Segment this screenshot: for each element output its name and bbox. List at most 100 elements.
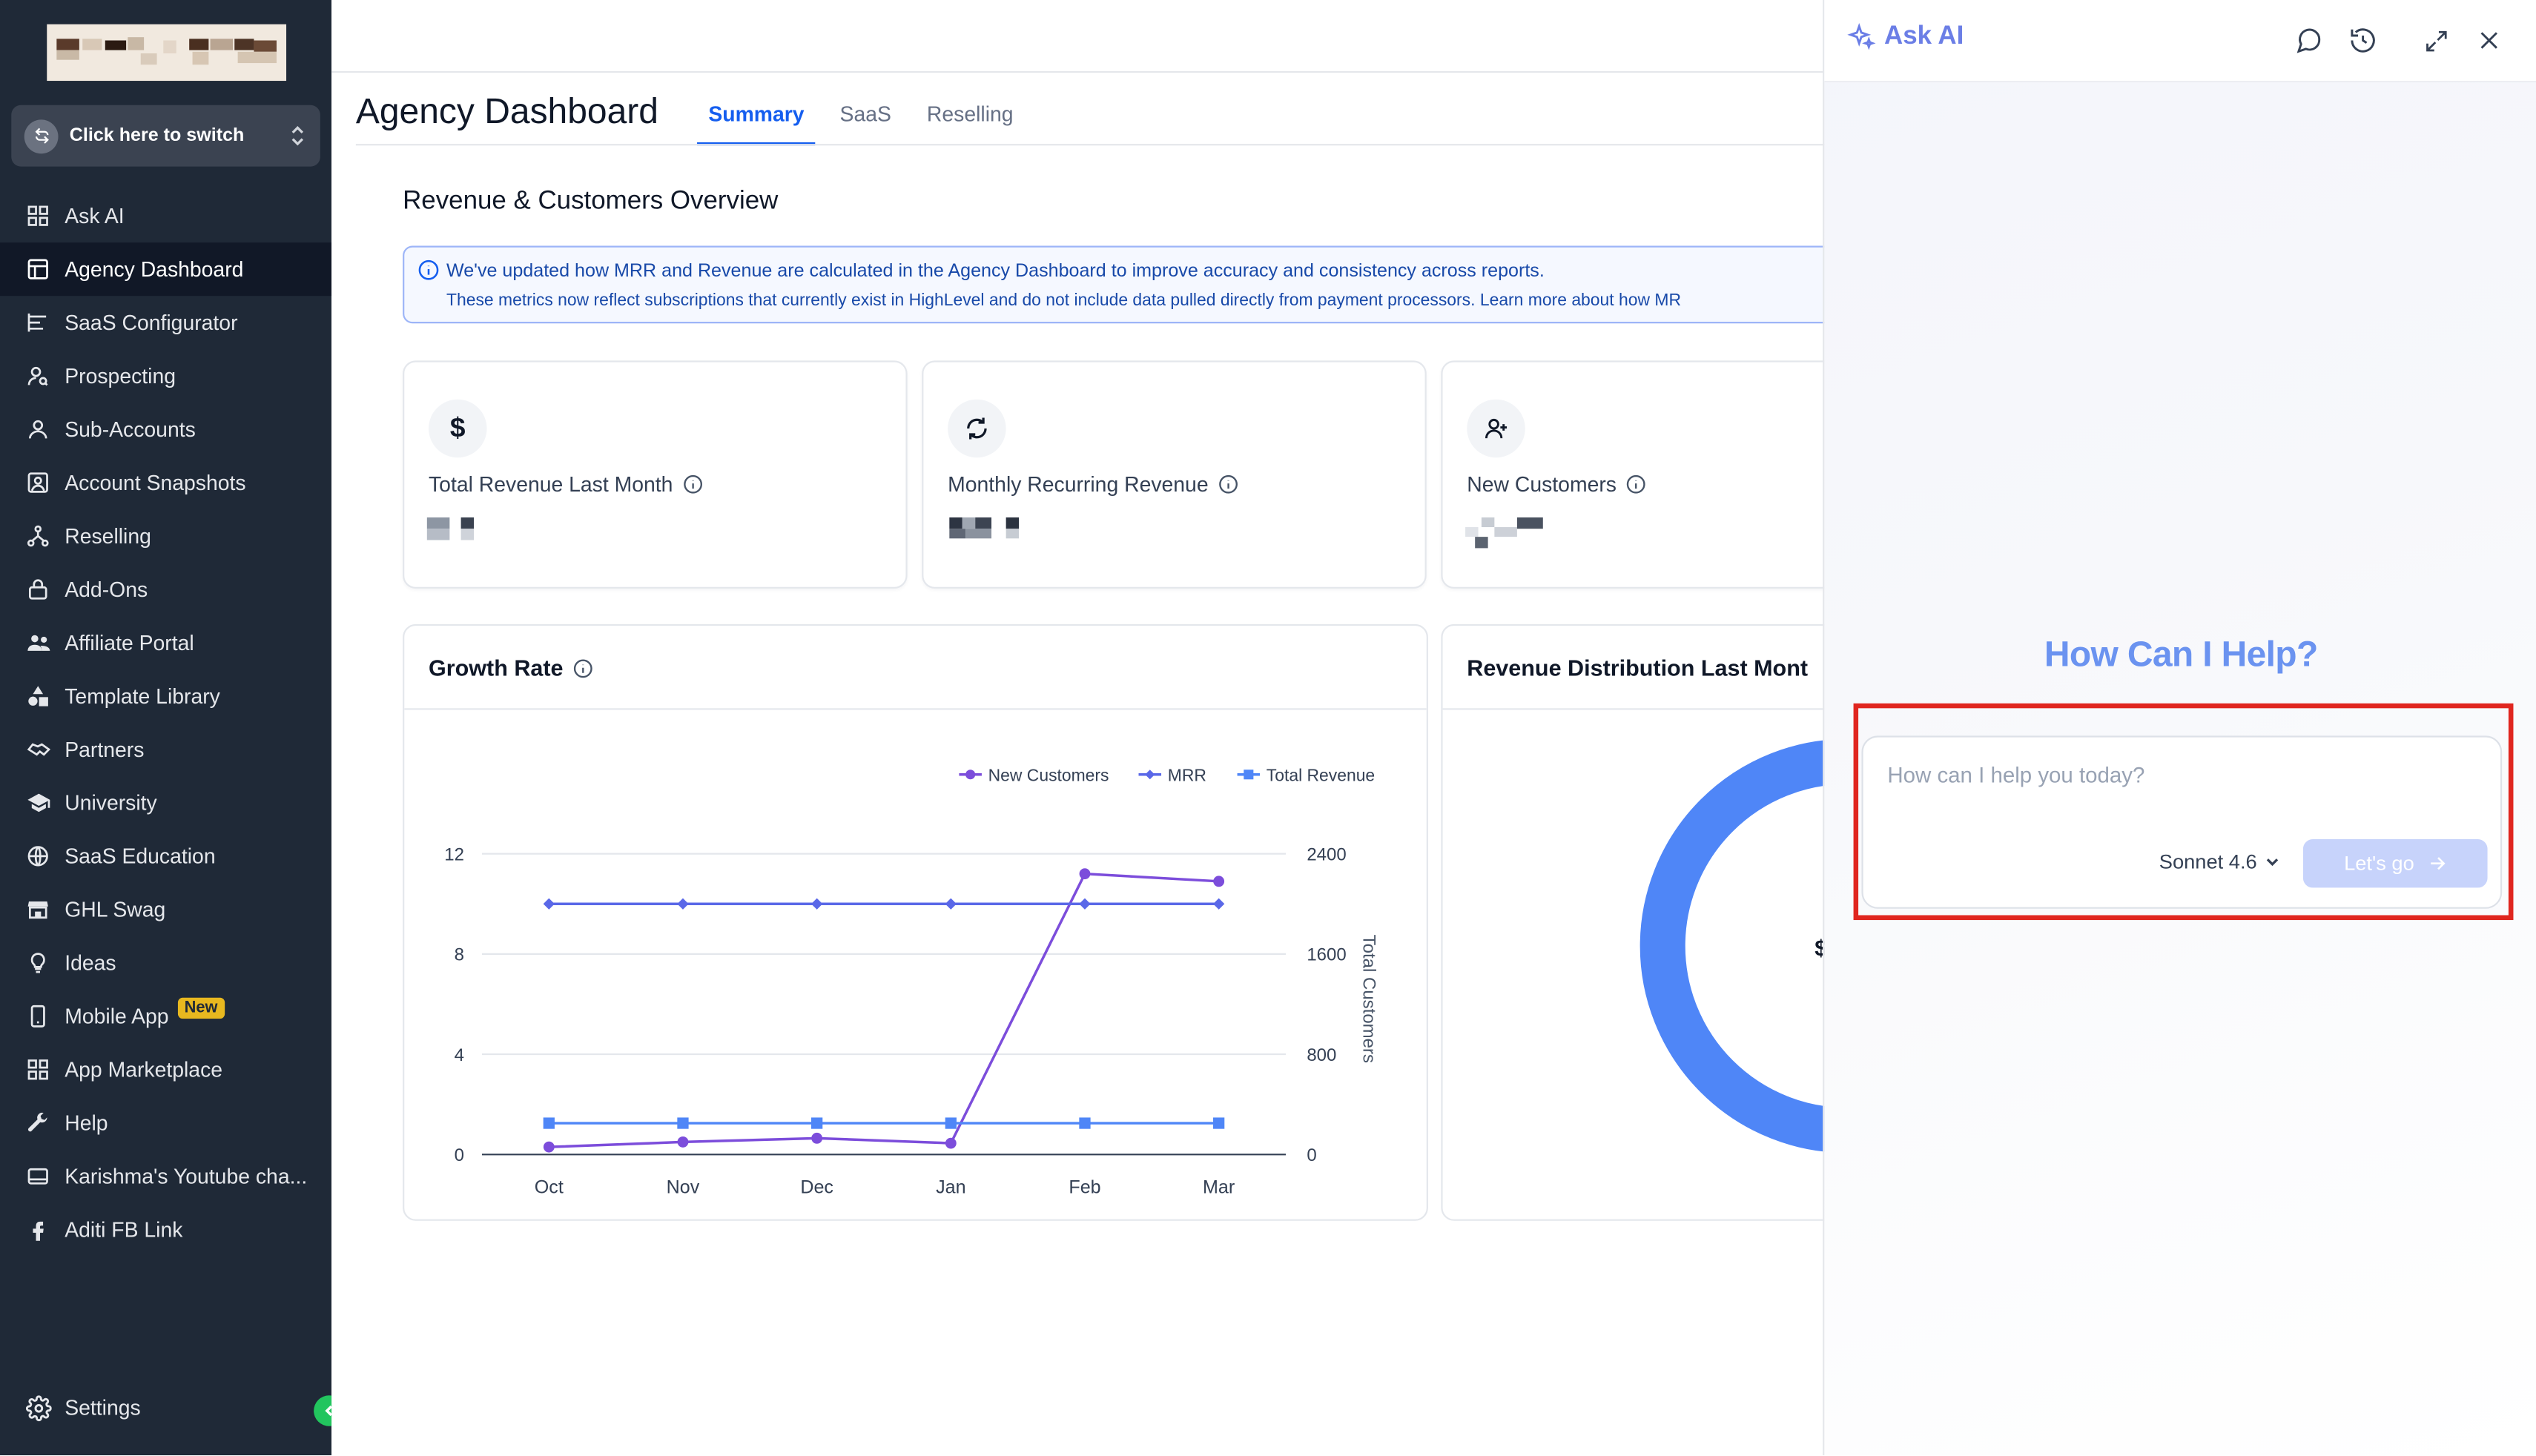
metric-card-total-revenue: $ Total Revenue Last Month: [403, 360, 908, 589]
new-chat-button[interactable]: [2292, 23, 2328, 59]
sidebar-item-label: Ask AI: [65, 203, 125, 228]
legend-label: MRR: [1168, 765, 1206, 784]
phone-icon: [24, 1002, 52, 1030]
sidebar-item-mobile-app[interactable]: Mobile App New: [0, 990, 331, 1043]
sidebar-item-account-snapshots[interactable]: Account Snapshots: [0, 456, 331, 509]
sidebar-item-label: University: [65, 790, 157, 815]
users-icon: [24, 629, 52, 656]
ask-ai-header: Ask AI: [1824, 0, 2536, 83]
info-icon[interactable]: [1218, 474, 1239, 494]
growth-rate-title: Growth Rate: [428, 655, 564, 681]
main-content: Agency Dashboard Summary SaaS Reselling …: [331, 0, 1825, 1456]
sidebar-item-label: Template Library: [65, 684, 220, 709]
lets-go-button[interactable]: Let's go: [2302, 839, 2488, 888]
sidebar: Click here to switch Ask AI Agency Dashb…: [0, 0, 345, 1456]
sidebar-item-add-ons[interactable]: Add-Ons: [0, 563, 331, 616]
metric-title-wrap: Monthly Recurring Revenue: [948, 472, 1239, 497]
y-left-tick-label: 8: [455, 945, 464, 965]
sidebar-item-settings[interactable]: Settings: [0, 1381, 331, 1435]
tab-summary[interactable]: Summary: [697, 84, 816, 146]
sidebar-item-university[interactable]: University: [0, 776, 331, 830]
y-left-tick-label: 12: [444, 844, 464, 864]
user-plus-icon: [1467, 399, 1525, 458]
sidebar-item-label: App Marketplace: [65, 1057, 223, 1082]
user-search-icon: [24, 363, 52, 390]
y-right-tick-label: 1600: [1307, 945, 1346, 965]
series-line: [549, 872, 1219, 1148]
sidebar-item-prospecting[interactable]: Prospecting: [0, 349, 331, 403]
data-point: [543, 1117, 555, 1129]
dollar-icon: $: [428, 399, 487, 458]
info-icon: [417, 259, 440, 289]
ask-ai-input-box[interactable]: How can I help you today? Sonnet 4.6 Let…: [1861, 735, 2503, 909]
sidebar-item-fb-link[interactable]: Aditi FB Link: [0, 1203, 331, 1257]
data-point: [811, 1117, 823, 1129]
sidebar-item-label: SaaS Configurator: [65, 310, 238, 335]
highlight-box: [1853, 703, 2514, 921]
dashboard-icon: [24, 256, 52, 283]
sidebar-item-label: Ideas: [65, 950, 116, 976]
donut-ring: [1640, 740, 1825, 1152]
sidebar-item-agency-dashboard[interactable]: Agency Dashboard: [0, 242, 332, 297]
ask-ai-title-wrap: Ask AI: [1847, 23, 1964, 52]
legend-marker: [1244, 770, 1254, 780]
sidebar-item-help[interactable]: Help: [0, 1096, 331, 1150]
sidebar-item-ghl-swag[interactable]: GHL Swag: [0, 883, 331, 936]
y-right-tick-label: 2400: [1307, 844, 1346, 864]
data-point: [1213, 1117, 1225, 1129]
ask-ai-title: Ask AI: [1884, 22, 1964, 50]
shapes-icon: [24, 682, 52, 709]
expand-button[interactable]: [2418, 23, 2454, 59]
sidebar-item-label: Reselling: [65, 523, 151, 549]
chevron-updown-icon: [289, 123, 306, 157]
sidebar-item-saas-education[interactable]: SaaS Education: [0, 830, 331, 883]
sidebar-item-template-library[interactable]: Template Library: [0, 669, 331, 723]
ask-ai-panel: Ask AI How Can I Help? How can I help yo…: [1823, 0, 2536, 1456]
legend-marker: [1145, 770, 1155, 780]
data-point: [677, 898, 689, 910]
sidebar-item-ask-ai[interactable]: Ask AI: [0, 189, 331, 242]
history-button[interactable]: [2345, 23, 2381, 59]
sidebar-item-affiliate-portal[interactable]: Affiliate Portal: [0, 616, 331, 669]
x-tick-label: Feb: [1069, 1177, 1100, 1198]
model-selector[interactable]: Sonnet 4.6: [2159, 850, 2282, 873]
metric-title-wrap: Total Revenue Last Month: [429, 472, 704, 497]
sidebar-item-youtube-link[interactable]: Karishma's Youtube cha...: [0, 1150, 331, 1203]
education-icon: [24, 842, 52, 870]
sidebar-item-ideas[interactable]: Ideas: [0, 936, 331, 990]
sidebar-item-sub-accounts[interactable]: Sub-Accounts: [0, 403, 331, 456]
data-point: [1079, 868, 1091, 880]
data-point: [1079, 898, 1091, 910]
link-icon: [24, 1162, 52, 1190]
lightbulb-icon: [24, 949, 52, 976]
panel-header: Revenue Distribution Last Mont: [1442, 626, 1825, 710]
sidebar-item-label: GHL Swag: [65, 897, 166, 922]
tab-saas[interactable]: SaaS: [839, 102, 891, 127]
tab-reselling[interactable]: Reselling: [926, 102, 1014, 127]
donut-chart: $: [1640, 740, 1825, 1152]
sidebar-item-app-marketplace[interactable]: App Marketplace: [0, 1043, 331, 1096]
ask-ai-input[interactable]: How can I help you today?: [1887, 763, 2145, 788]
sidebar-item-reselling[interactable]: Reselling: [0, 509, 331, 563]
banner-line-1: We've updated how MRR and Revenue are ca…: [446, 262, 1545, 282]
close-button[interactable]: [2471, 23, 2507, 59]
account-switcher[interactable]: Click here to switch: [11, 105, 320, 167]
lock-icon: [24, 575, 52, 603]
sidebar-item-label: Add-Ons: [65, 577, 148, 602]
metric-value-redacted: [946, 517, 1060, 546]
gear-icon: [24, 1394, 52, 1421]
info-icon[interactable]: [1626, 474, 1647, 494]
agency-logo[interactable]: [47, 24, 287, 82]
metric-card-new-customers: New Customers: [1441, 360, 1825, 589]
metric-title: Monthly Recurring Revenue: [948, 471, 1209, 497]
facebook-icon: [24, 1216, 52, 1243]
sidebar-item-saas-configurator[interactable]: SaaS Configurator: [0, 296, 331, 349]
info-icon[interactable]: [573, 658, 594, 678]
sidebar-item-label: Prospecting: [65, 363, 176, 388]
switcher-label: Click here to switch: [69, 126, 245, 146]
info-icon[interactable]: [683, 474, 704, 494]
wrench-icon: [24, 1109, 52, 1136]
sidebar-item-label: Aditi FB Link: [65, 1217, 183, 1242]
x-tick-label: Nov: [667, 1177, 700, 1198]
sidebar-item-partners[interactable]: Partners: [0, 723, 331, 776]
